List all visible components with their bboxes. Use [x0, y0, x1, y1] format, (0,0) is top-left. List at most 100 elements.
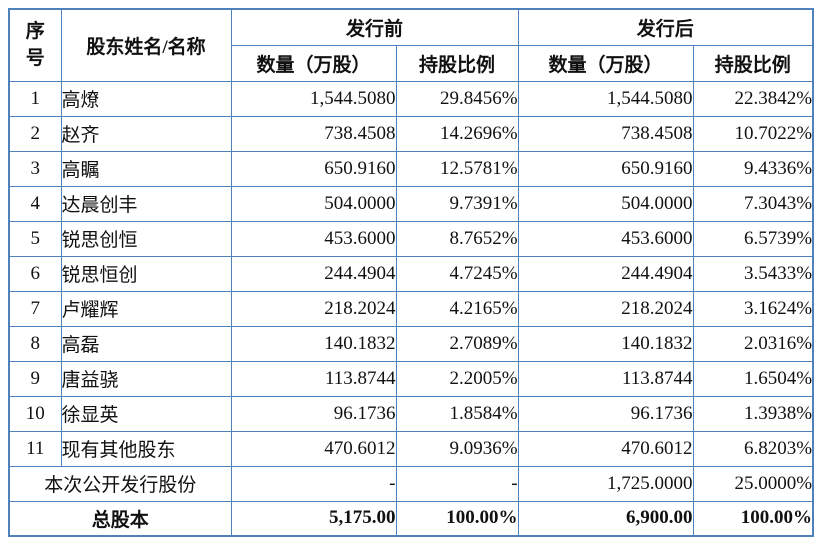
post-percent: 1.6504% [692, 360, 814, 397]
shareholder-name: 高磊 [60, 325, 232, 362]
table-row: 11 现有其他股东 470.6012 9.0936% 470.6012 6.8203% [8, 430, 814, 467]
post-quantity: 113.8744 [517, 360, 694, 397]
table-body: 1 高燎 1,544.5080 29.8456% 1,544.5080 22.3842% 2… [8, 80, 814, 537]
total-row: 总股本 5,175.00 100.00% 6,900.00 100.00% [8, 500, 814, 537]
row-label: 本次公开发行股份 [8, 465, 232, 502]
pre-quantity: 650.9160 [230, 150, 397, 187]
post-percent: 10.7022% [692, 115, 814, 152]
post-percent: 2.0316% [692, 325, 814, 362]
post-quantity: 1,544.5080 [517, 80, 694, 117]
header-serial-number-label: 序号 [25, 20, 45, 70]
post-percent: 100.00% [692, 500, 814, 537]
row-index: 5 [8, 220, 62, 257]
shareholder-name: 锐思恒创 [60, 255, 232, 292]
table-row: 4 达晨创丰 504.0000 9.7391% 504.0000 7.3043% [8, 185, 814, 222]
row-label: 总股本 [8, 500, 232, 537]
table-row: 5 锐思创恒 453.6000 8.7652% 453.6000 6.5739% [8, 220, 814, 257]
post-quantity: 218.2024 [517, 290, 694, 327]
pre-quantity: 1,544.5080 [230, 80, 397, 117]
shareholder-name: 高瞩 [60, 150, 232, 187]
pre-percent: 4.7245% [395, 255, 519, 292]
post-quantity: 1,725.0000 [517, 465, 694, 502]
row-index: 8 [8, 325, 62, 362]
pre-quantity: 218.2024 [230, 290, 397, 327]
pre-quantity: 453.6000 [230, 220, 397, 257]
post-percent: 7.3043% [692, 185, 814, 222]
shareholder-name: 赵齐 [60, 115, 232, 152]
shareholder-name: 卢耀辉 [60, 290, 232, 327]
offering-row: 本次公开发行股份 - -1,725.0000 25.0000% [8, 465, 814, 502]
post-percent: 6.8203% [692, 430, 814, 467]
post-percent: 3.5433% [692, 255, 814, 292]
post-quantity: 140.1832 [517, 325, 694, 362]
shareholder-name: 达晨创丰 [60, 185, 232, 222]
shareholder-name: 徐显英 [60, 395, 232, 432]
header-post-percent: 持股比例 [692, 44, 814, 82]
header-pre-quantity: 数量（万股） [230, 44, 397, 82]
pre-percent: 9.0936% [395, 430, 519, 467]
table-row: 9 唐益骁 113.8744 2.2005% 113.8744 1.6504% [8, 360, 814, 397]
shareholder-name: 现有其他股东 [60, 430, 232, 467]
post-quantity: 470.6012 [517, 430, 694, 467]
pre-percent: 8.7652% [395, 220, 519, 257]
post-percent: 1.3938% [692, 395, 814, 432]
post-percent: 25.0000% [692, 465, 814, 502]
post-quantity: 96.1736 [517, 395, 694, 432]
pre-percent: - [395, 465, 519, 502]
header-pre-percent: 持股比例 [395, 44, 519, 82]
pre-percent: 100.00% [395, 500, 519, 537]
pre-quantity: 113.8744 [230, 360, 397, 397]
post-quantity: 738.4508 [517, 115, 694, 152]
header-sub-row: 数量（万股） 持股比例 数量（万股） 持股比例 [9, 44, 814, 82]
table-row: 6 锐思恒创 244.4904 4.7245% 244.4904 3.5433% [8, 255, 814, 292]
pre-quantity: 738.4508 [230, 115, 397, 152]
pre-quantity: 504.0000 [230, 185, 397, 222]
row-index: 10 [8, 395, 62, 432]
row-index: 9 [8, 360, 62, 397]
row-index: 3 [8, 150, 62, 187]
pre-quantity: 5,175.00 [230, 500, 397, 537]
header-group-row: 序号 股东姓名/名称 发行前 发行后 [8, 8, 814, 82]
row-index: 2 [8, 115, 62, 152]
post-quantity: 6,900.00 [517, 500, 694, 537]
table-row: 2 赵齐 738.4508 14.2696% 738.4508 10.7022% [8, 115, 814, 152]
pre-quantity: 140.1832 [230, 325, 397, 362]
pre-percent: 12.5781% [395, 150, 519, 187]
row-index: 1 [8, 80, 62, 117]
pre-percent: 29.8456% [395, 80, 519, 117]
post-percent: 22.3842% [692, 80, 814, 117]
header-post-quantity: 数量（万股） [517, 44, 694, 82]
pre-quantity: 470.6012 [230, 430, 397, 467]
shareholder-name: 锐思创恒 [60, 220, 232, 257]
header-pre-issuance-group: 发行前 [230, 8, 519, 46]
pre-quantity: - [230, 465, 397, 502]
row-index: 11 [8, 430, 62, 467]
post-percent: 3.1624% [692, 290, 814, 327]
pre-percent: 1.8584% [395, 395, 519, 432]
pre-percent: 9.7391% [395, 185, 519, 222]
shareholder-name: 高燎 [60, 80, 232, 117]
pre-percent: 4.2165% [395, 290, 519, 327]
pre-percent: 2.2005% [395, 360, 519, 397]
post-quantity: 244.4904 [517, 255, 694, 292]
post-quantity: 453.6000 [517, 220, 694, 257]
table-row: 8 高磊 140.1832 2.7089% 140.1832 2.0316% [8, 325, 814, 362]
table-row: 7 卢耀辉 218.2024 4.2165% 218.2024 3.1624% [8, 290, 814, 327]
pre-percent: 2.7089% [395, 325, 519, 362]
table-header: 序号 股东姓名/名称 发行前 发行后 数量（万股） 持股比例 数量（万股） 持股… [8, 8, 814, 82]
table-row: 10 徐显英 96.1736 1.8584% 96.1736 1.3938% [8, 395, 814, 432]
row-index: 4 [8, 185, 62, 222]
header-shareholder-name: 股东姓名/名称 [60, 8, 232, 82]
shareholder-name: 唐益骁 [60, 360, 232, 397]
table-row: 1 高燎 1,544.5080 29.8456% 1,544.5080 22.3842% [8, 80, 814, 117]
pre-quantity: 96.1736 [230, 395, 397, 432]
header-post-issuance-group: 发行后 [517, 8, 814, 46]
header-serial-number: 序号 [8, 8, 62, 82]
pre-quantity: 244.4904 [230, 255, 397, 292]
post-percent: 9.4336% [692, 150, 814, 187]
pre-percent: 14.2696% [395, 115, 519, 152]
table-row: 3 高瞩 650.9160 12.5781% 650.9160 9.4336% [8, 150, 814, 187]
post-quantity: 650.9160 [517, 150, 694, 187]
post-quantity: 504.0000 [517, 185, 694, 222]
